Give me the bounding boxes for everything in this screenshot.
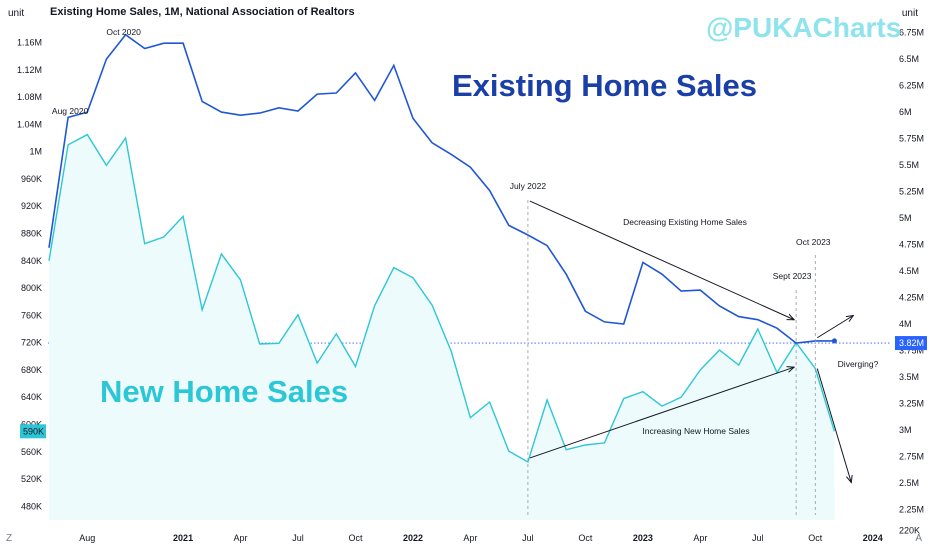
- left-tick-label: 920K: [21, 201, 42, 211]
- left-tick-label: 680K: [21, 365, 42, 375]
- right-tick-label: 4.75M: [899, 240, 924, 250]
- left-tick-label: 1.08M: [17, 92, 42, 102]
- new-home-sales-area: [48, 134, 835, 520]
- annotation-label: Increasing New Home Sales: [642, 426, 749, 436]
- x-tick-label: 2021: [173, 533, 193, 543]
- right-tick-label: 6.25M: [899, 81, 924, 91]
- x-tick-label: Oct: [348, 533, 363, 543]
- x-tick-label: Apr: [234, 533, 248, 543]
- existing-home-sales-line: [48, 33, 835, 344]
- left-tick-label: 480K: [21, 501, 42, 511]
- left-tick-label: 1.16M: [17, 37, 42, 47]
- annotation-label: Oct 2023: [796, 237, 831, 247]
- left-tick-label: 720K: [21, 338, 42, 348]
- left-tick-label: 1M: [29, 147, 42, 157]
- x-tick-label: Apr: [693, 533, 707, 543]
- existing-trend-arrow: [529, 200, 794, 320]
- left-tick-label: 520K: [21, 474, 42, 484]
- x-tick-label: Apr: [463, 533, 477, 543]
- x-tick-label: 2024: [863, 533, 883, 543]
- right-tick-label: 4.5M: [899, 266, 919, 276]
- x-tick-label: Jul: [292, 533, 304, 543]
- right-tick-label: 3M: [899, 425, 912, 435]
- annotation-label: Oct 2020: [106, 27, 141, 37]
- annotation-label: July 2022: [510, 181, 547, 191]
- left-tick-label: 1.04M: [17, 119, 42, 129]
- x-tick-label: Jul: [752, 533, 764, 543]
- left-last-value-badge: [20, 424, 46, 439]
- left-tick-label: 560K: [21, 447, 42, 457]
- annotation-label: Sept 2023: [773, 271, 812, 281]
- diverging-up-arrow: [817, 316, 853, 339]
- right-tick-label: 5M: [899, 213, 912, 223]
- existing-series-label: Existing Home Sales: [452, 68, 757, 103]
- new-home-sales-line: [48, 133, 836, 464]
- x-tick-label: Jul: [522, 533, 534, 543]
- right-tick-label: 3.5M: [899, 372, 919, 382]
- annotation-label: Diverging?: [838, 359, 879, 369]
- annotation-label: Aug 2020: [52, 106, 89, 116]
- annotation-label: Decreasing Existing Home Sales: [623, 217, 747, 227]
- x-tick-label: 2022: [403, 533, 423, 543]
- right-last-value-badge: [895, 336, 927, 351]
- diverging-down-arrow: [816, 368, 851, 483]
- right-tick-label: 4.25M: [899, 292, 924, 302]
- left-tick-label: 840K: [21, 256, 42, 266]
- x-tick-label: Aug: [79, 533, 95, 543]
- x-tick-label: Oct: [808, 533, 823, 543]
- auto-scale-button[interactable]: A: [915, 533, 922, 544]
- right-tick-label: 220K: [899, 526, 920, 536]
- x-tick-label: Oct: [578, 533, 593, 543]
- right-axis-unit: unit: [901, 8, 918, 19]
- right-tick-label: 6M: [899, 107, 912, 117]
- right-tick-label: 5.75M: [899, 134, 924, 144]
- right-tick-label: 5.25M: [899, 187, 924, 197]
- right-last-value-label: 3.82M: [899, 338, 924, 348]
- right-tick-label: 5.5M: [899, 160, 919, 170]
- left-tick-label: 640K: [21, 392, 42, 402]
- right-tick-label: 6.75M: [899, 28, 924, 38]
- left-tick-label: 960K: [21, 174, 42, 184]
- chart-title: Existing Home Sales, 1M, National Associ…: [50, 6, 355, 18]
- left-tick-label: 760K: [21, 310, 42, 320]
- right-tick-label: 2.5M: [899, 478, 919, 488]
- left-axis-unit: unit: [8, 8, 25, 19]
- right-tick-label: 4M: [899, 319, 912, 329]
- left-tick-label: 880K: [21, 228, 42, 238]
- left-tick-label: 1.12M: [17, 65, 42, 75]
- right-tick-label: 2.25M: [899, 504, 924, 514]
- right-tick-label: 6.5M: [899, 54, 919, 64]
- right-tick-label: 3.75M: [899, 345, 924, 355]
- watermark: @PUKACharts: [706, 12, 902, 43]
- new-series-label: New Home Sales: [100, 374, 349, 409]
- left-tick-label: 800K: [21, 283, 42, 293]
- right-tick-label: 2.75M: [899, 451, 924, 461]
- new-trend-arrow: [529, 367, 794, 459]
- right-tick-label: 3.25M: [899, 398, 924, 408]
- x-tick-label: 2023: [633, 533, 653, 543]
- existing-last-point: [831, 338, 837, 344]
- zoom-left-button[interactable]: Z: [6, 533, 13, 544]
- left-last-value-label: 590K: [23, 426, 44, 436]
